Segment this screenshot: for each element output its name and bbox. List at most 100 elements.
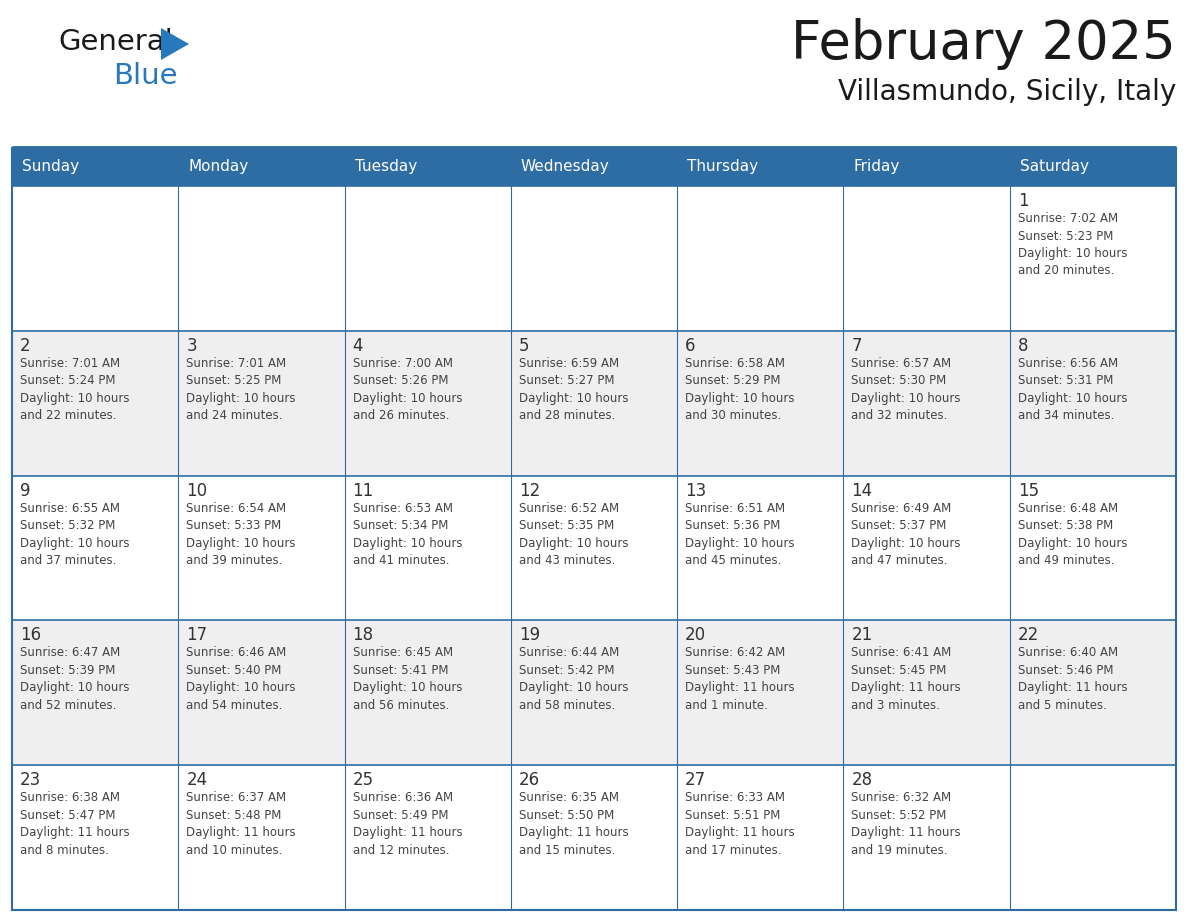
Text: 20: 20	[685, 626, 707, 644]
Polygon shape	[162, 28, 189, 60]
Bar	[345, 186, 511, 330]
Text: Sunrise: 6:55 AM
Sunset: 5:32 PM
Daylight: 10 hours
and 37 minutes.: Sunrise: 6:55 AM Sunset: 5:32 PM Dayligh…	[20, 501, 129, 567]
Text: 28: 28	[852, 771, 872, 789]
Text: 6: 6	[685, 337, 696, 354]
Text: Sunrise: 6:59 AM
Sunset: 5:27 PM
Daylight: 10 hours
and 28 minutes.: Sunrise: 6:59 AM Sunset: 5:27 PM Dayligh…	[519, 357, 628, 422]
Text: 9: 9	[20, 482, 31, 499]
Bar	[178, 621, 345, 766]
Bar	[843, 330, 1010, 476]
Text: 2: 2	[20, 337, 31, 354]
Text: Sunrise: 6:58 AM
Sunset: 5:29 PM
Daylight: 10 hours
and 30 minutes.: Sunrise: 6:58 AM Sunset: 5:29 PM Dayligh…	[685, 357, 795, 422]
Bar	[843, 766, 1010, 910]
Bar	[345, 621, 511, 766]
Bar	[511, 148, 677, 186]
Text: Sunrise: 7:00 AM
Sunset: 5:26 PM
Daylight: 10 hours
and 26 minutes.: Sunrise: 7:00 AM Sunset: 5:26 PM Dayligh…	[353, 357, 462, 422]
Text: Sunrise: 7:01 AM
Sunset: 5:25 PM
Daylight: 10 hours
and 24 minutes.: Sunrise: 7:01 AM Sunset: 5:25 PM Dayligh…	[187, 357, 296, 422]
Text: Sunrise: 6:38 AM
Sunset: 5:47 PM
Daylight: 11 hours
and 8 minutes.: Sunrise: 6:38 AM Sunset: 5:47 PM Dayligh…	[20, 791, 129, 856]
Bar	[677, 621, 843, 766]
Text: Villasmundo, Sicily, Italy: Villasmundo, Sicily, Italy	[838, 78, 1176, 106]
Bar	[843, 621, 1010, 766]
Text: Blue: Blue	[113, 62, 177, 90]
Text: 21: 21	[852, 626, 873, 644]
Text: Sunrise: 6:40 AM
Sunset: 5:46 PM
Daylight: 11 hours
and 5 minutes.: Sunrise: 6:40 AM Sunset: 5:46 PM Dayligh…	[1018, 646, 1127, 711]
Text: 7: 7	[852, 337, 862, 354]
Text: 11: 11	[353, 482, 374, 499]
Bar	[511, 330, 677, 476]
Text: 23: 23	[20, 771, 42, 789]
Text: Sunrise: 7:02 AM
Sunset: 5:23 PM
Daylight: 10 hours
and 20 minutes.: Sunrise: 7:02 AM Sunset: 5:23 PM Dayligh…	[1018, 212, 1127, 277]
Text: Sunrise: 7:01 AM
Sunset: 5:24 PM
Daylight: 10 hours
and 22 minutes.: Sunrise: 7:01 AM Sunset: 5:24 PM Dayligh…	[20, 357, 129, 422]
Bar	[345, 766, 511, 910]
Text: Sunrise: 6:54 AM
Sunset: 5:33 PM
Daylight: 10 hours
and 39 minutes.: Sunrise: 6:54 AM Sunset: 5:33 PM Dayligh…	[187, 501, 296, 567]
Text: Sunrise: 6:44 AM
Sunset: 5:42 PM
Daylight: 10 hours
and 58 minutes.: Sunrise: 6:44 AM Sunset: 5:42 PM Dayligh…	[519, 646, 628, 711]
Text: 14: 14	[852, 482, 872, 499]
Text: Sunrise: 6:47 AM
Sunset: 5:39 PM
Daylight: 10 hours
and 52 minutes.: Sunrise: 6:47 AM Sunset: 5:39 PM Dayligh…	[20, 646, 129, 711]
Bar	[345, 148, 511, 186]
Text: Monday: Monday	[188, 160, 248, 174]
Bar	[677, 766, 843, 910]
Text: Sunrise: 6:53 AM
Sunset: 5:34 PM
Daylight: 10 hours
and 41 minutes.: Sunrise: 6:53 AM Sunset: 5:34 PM Dayligh…	[353, 501, 462, 567]
Text: Thursday: Thursday	[687, 160, 758, 174]
Text: 27: 27	[685, 771, 707, 789]
Bar	[677, 186, 843, 330]
Text: February 2025: February 2025	[791, 18, 1176, 70]
Text: Tuesday: Tuesday	[354, 160, 417, 174]
Text: Sunrise: 6:49 AM
Sunset: 5:37 PM
Daylight: 10 hours
and 47 minutes.: Sunrise: 6:49 AM Sunset: 5:37 PM Dayligh…	[852, 501, 961, 567]
Text: 19: 19	[519, 626, 541, 644]
Bar	[1010, 766, 1176, 910]
Text: Sunrise: 6:32 AM
Sunset: 5:52 PM
Daylight: 11 hours
and 19 minutes.: Sunrise: 6:32 AM Sunset: 5:52 PM Dayligh…	[852, 791, 961, 856]
Bar	[1010, 330, 1176, 476]
Text: General: General	[58, 28, 172, 56]
Bar	[178, 476, 345, 621]
Text: 12: 12	[519, 482, 541, 499]
Text: Sunrise: 6:46 AM
Sunset: 5:40 PM
Daylight: 10 hours
and 54 minutes.: Sunrise: 6:46 AM Sunset: 5:40 PM Dayligh…	[187, 646, 296, 711]
Text: 18: 18	[353, 626, 374, 644]
Text: 26: 26	[519, 771, 541, 789]
Text: 16: 16	[20, 626, 42, 644]
Text: Sunrise: 6:42 AM
Sunset: 5:43 PM
Daylight: 11 hours
and 1 minute.: Sunrise: 6:42 AM Sunset: 5:43 PM Dayligh…	[685, 646, 795, 711]
Text: 17: 17	[187, 626, 208, 644]
Bar	[12, 148, 178, 186]
Bar	[1010, 148, 1176, 186]
Bar	[511, 766, 677, 910]
Text: 8: 8	[1018, 337, 1029, 354]
Bar	[178, 186, 345, 330]
Text: Sunrise: 6:52 AM
Sunset: 5:35 PM
Daylight: 10 hours
and 43 minutes.: Sunrise: 6:52 AM Sunset: 5:35 PM Dayligh…	[519, 501, 628, 567]
Text: Saturday: Saturday	[1019, 160, 1088, 174]
Bar	[345, 476, 511, 621]
Bar	[1010, 476, 1176, 621]
Text: 4: 4	[353, 337, 364, 354]
Text: Sunrise: 6:56 AM
Sunset: 5:31 PM
Daylight: 10 hours
and 34 minutes.: Sunrise: 6:56 AM Sunset: 5:31 PM Dayligh…	[1018, 357, 1127, 422]
Text: Sunrise: 6:37 AM
Sunset: 5:48 PM
Daylight: 11 hours
and 10 minutes.: Sunrise: 6:37 AM Sunset: 5:48 PM Dayligh…	[187, 791, 296, 856]
Text: Wednesday: Wednesday	[520, 160, 609, 174]
Text: Sunrise: 6:35 AM
Sunset: 5:50 PM
Daylight: 11 hours
and 15 minutes.: Sunrise: 6:35 AM Sunset: 5:50 PM Dayligh…	[519, 791, 628, 856]
Bar	[178, 148, 345, 186]
Bar	[843, 476, 1010, 621]
Bar	[1010, 621, 1176, 766]
Text: 13: 13	[685, 482, 707, 499]
Bar	[12, 330, 178, 476]
Bar	[511, 186, 677, 330]
Text: Sunrise: 6:57 AM
Sunset: 5:30 PM
Daylight: 10 hours
and 32 minutes.: Sunrise: 6:57 AM Sunset: 5:30 PM Dayligh…	[852, 357, 961, 422]
Text: Sunrise: 6:33 AM
Sunset: 5:51 PM
Daylight: 11 hours
and 17 minutes.: Sunrise: 6:33 AM Sunset: 5:51 PM Dayligh…	[685, 791, 795, 856]
Text: Sunrise: 6:36 AM
Sunset: 5:49 PM
Daylight: 11 hours
and 12 minutes.: Sunrise: 6:36 AM Sunset: 5:49 PM Dayligh…	[353, 791, 462, 856]
Text: Sunday: Sunday	[23, 160, 80, 174]
Text: Sunrise: 6:45 AM
Sunset: 5:41 PM
Daylight: 10 hours
and 56 minutes.: Sunrise: 6:45 AM Sunset: 5:41 PM Dayligh…	[353, 646, 462, 711]
Bar	[677, 148, 843, 186]
Bar	[345, 330, 511, 476]
Text: 10: 10	[187, 482, 208, 499]
Bar	[511, 476, 677, 621]
Bar	[12, 766, 178, 910]
Text: 5: 5	[519, 337, 530, 354]
Text: 24: 24	[187, 771, 208, 789]
Bar	[677, 476, 843, 621]
Bar	[1010, 186, 1176, 330]
Text: Friday: Friday	[853, 160, 899, 174]
Bar	[843, 148, 1010, 186]
Bar	[178, 330, 345, 476]
Text: Sunrise: 6:51 AM
Sunset: 5:36 PM
Daylight: 10 hours
and 45 minutes.: Sunrise: 6:51 AM Sunset: 5:36 PM Dayligh…	[685, 501, 795, 567]
Bar	[843, 186, 1010, 330]
Text: 15: 15	[1018, 482, 1038, 499]
Bar	[178, 766, 345, 910]
Bar	[511, 621, 677, 766]
